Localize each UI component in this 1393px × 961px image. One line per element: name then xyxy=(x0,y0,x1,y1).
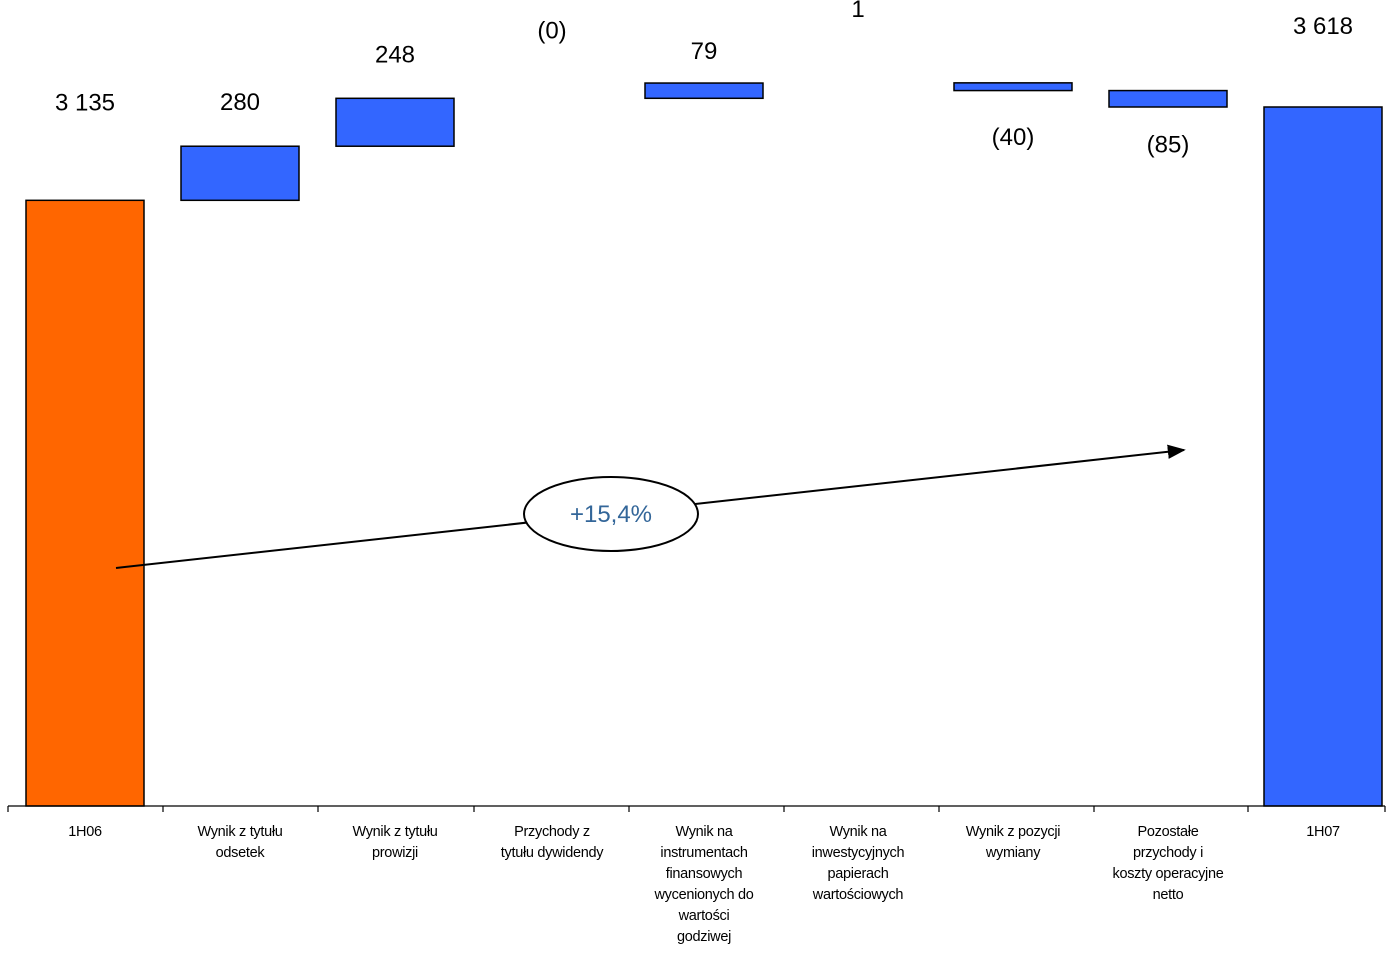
value-label-9: 3 618 xyxy=(1293,13,1353,40)
bar-7 xyxy=(953,82,1073,92)
x-axis-ticks-group xyxy=(7,806,1386,812)
bar-2 xyxy=(180,145,300,202)
category-label-4: Przychody z tytułu dywidendy xyxy=(501,824,604,861)
value-label-3: 248 xyxy=(375,41,415,68)
bars-group xyxy=(25,82,1383,807)
bar-5 xyxy=(644,82,764,100)
growth-ellipse xyxy=(523,476,699,552)
value-label-7: (40) xyxy=(992,124,1035,151)
growth-annotation: +15,4% xyxy=(115,444,1186,569)
value-label-5: 79 xyxy=(691,38,718,65)
bar-1 xyxy=(25,199,145,807)
bar-9 xyxy=(1263,106,1383,807)
value-labels-group: 3 135 280 248 (0) 79 1 (40) (85) 3 618 xyxy=(55,0,1353,159)
category-label-8: Pozostałe przychody i koszty operacyjne net… xyxy=(1113,824,1224,903)
value-label-8: (85) xyxy=(1147,132,1190,159)
value-label-2: 280 xyxy=(220,89,260,116)
value-label-6: 1 xyxy=(851,0,864,23)
growth-label: +15,4% xyxy=(570,501,652,528)
category-label-1: 1H06 xyxy=(68,824,102,840)
value-label-4: (0) xyxy=(537,17,566,44)
category-label-9: 1H07 xyxy=(1306,824,1340,840)
category-label-2: Wynik z tytułu odsetek xyxy=(197,824,282,861)
bar-8 xyxy=(1108,89,1228,108)
category-labels-group: 1H06 Wynik z tytułu odsetek Wynik z tytułu p… xyxy=(68,824,1340,945)
category-label-5: Wynik na instrumentach finansowych wycenion… xyxy=(654,824,754,945)
category-label-3: Wynik z tytułu prowizji xyxy=(352,824,437,861)
category-label-6: Wynik na inwestycyjnych papierach wartościo… xyxy=(812,824,905,903)
category-label-7: Wynik z pozycji wymiany xyxy=(966,824,1061,861)
value-label-1: 3 135 xyxy=(55,89,115,116)
bar-3 xyxy=(335,97,455,147)
